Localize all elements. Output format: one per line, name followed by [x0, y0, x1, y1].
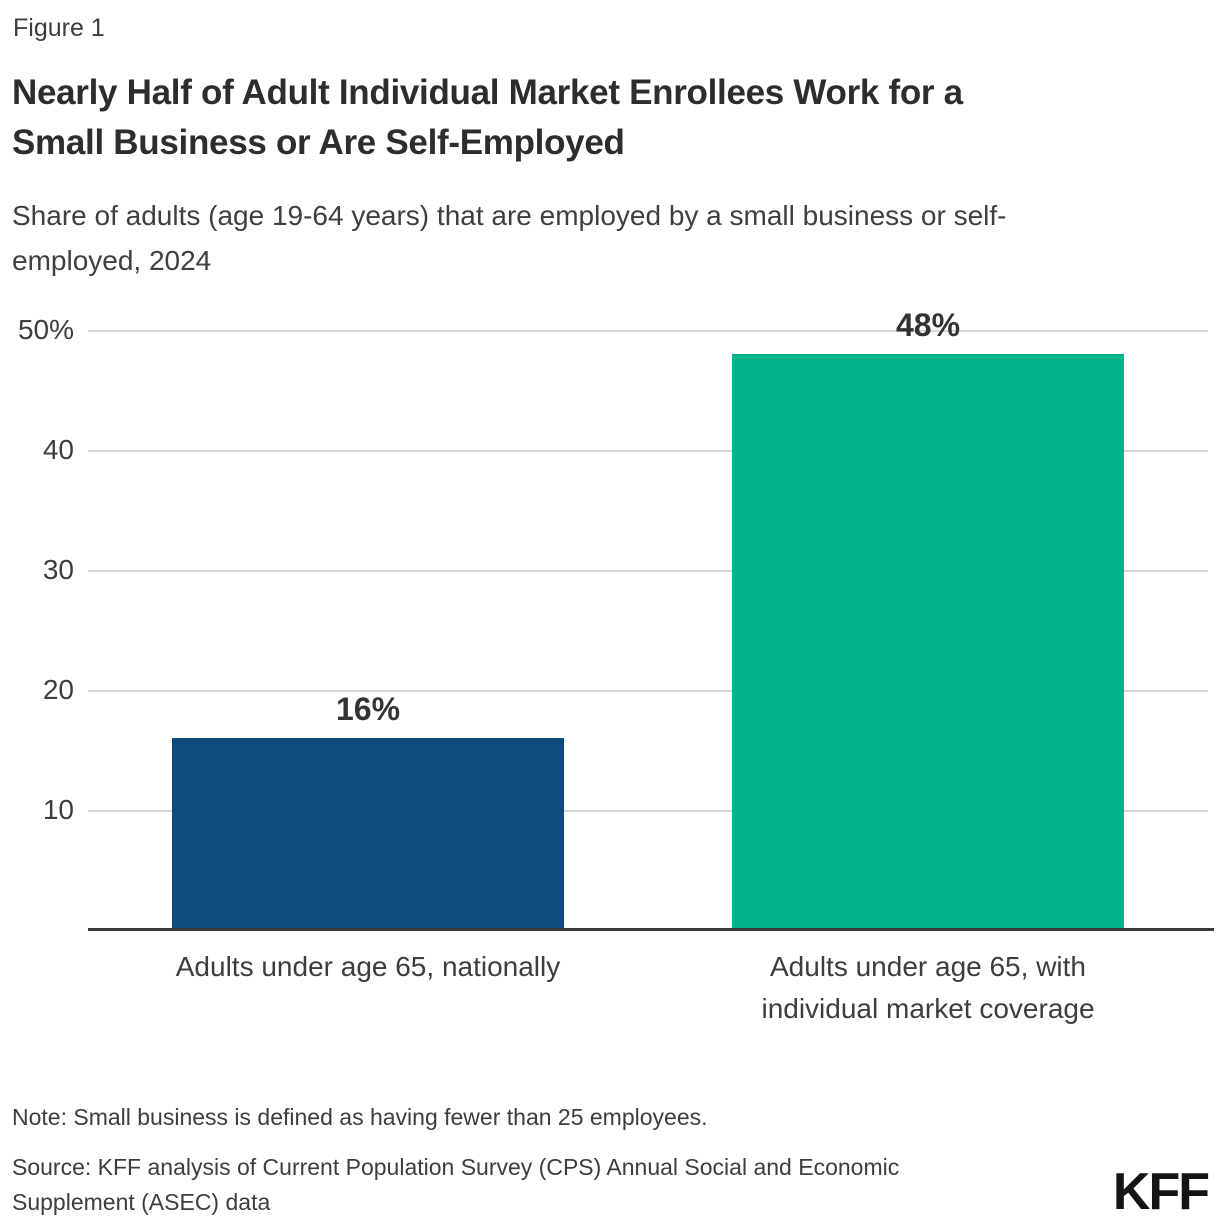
gridline: [88, 810, 1208, 812]
bar-2: [732, 354, 1124, 930]
bar-value-label: 16%: [335, 691, 401, 727]
y-axis: 10 20 30 40 50%: [0, 314, 74, 930]
gridline: [88, 570, 1208, 572]
y-axis-tick-label: 40: [42, 434, 74, 465]
kff-logo: KFF: [1112, 1163, 1210, 1221]
gridline: [88, 450, 1208, 452]
gridline: [88, 330, 1208, 332]
y-axis-tick-label: 20: [42, 674, 74, 705]
gridline: [88, 690, 1208, 692]
x-axis-category-label: Adults under age 65, nationally: [175, 951, 561, 982]
chart-title: Nearly Half of Adult Individual Market E…: [12, 73, 963, 162]
y-axis-tick-label: 10: [42, 794, 74, 825]
x-axis-category-label: Adults under age 65, with individual mar…: [761, 951, 1095, 1024]
bar-1: [172, 738, 564, 930]
chart-subtitle: Share of adults (age 19-64 years) that a…: [12, 200, 1007, 276]
bar-value-label: 48%: [895, 307, 961, 343]
note-text: Note: Small business is defined as havin…: [12, 1104, 708, 1130]
y-axis-tick-label: 50%: [17, 314, 74, 345]
plot-area: 16% 48%: [88, 307, 1208, 930]
x-axis-baseline: [88, 928, 1214, 931]
source-text: Source: KFF analysis of Current Populati…: [12, 1154, 900, 1215]
figure-label: Figure 1: [13, 14, 105, 42]
y-axis-tick-label: 30: [42, 554, 74, 585]
